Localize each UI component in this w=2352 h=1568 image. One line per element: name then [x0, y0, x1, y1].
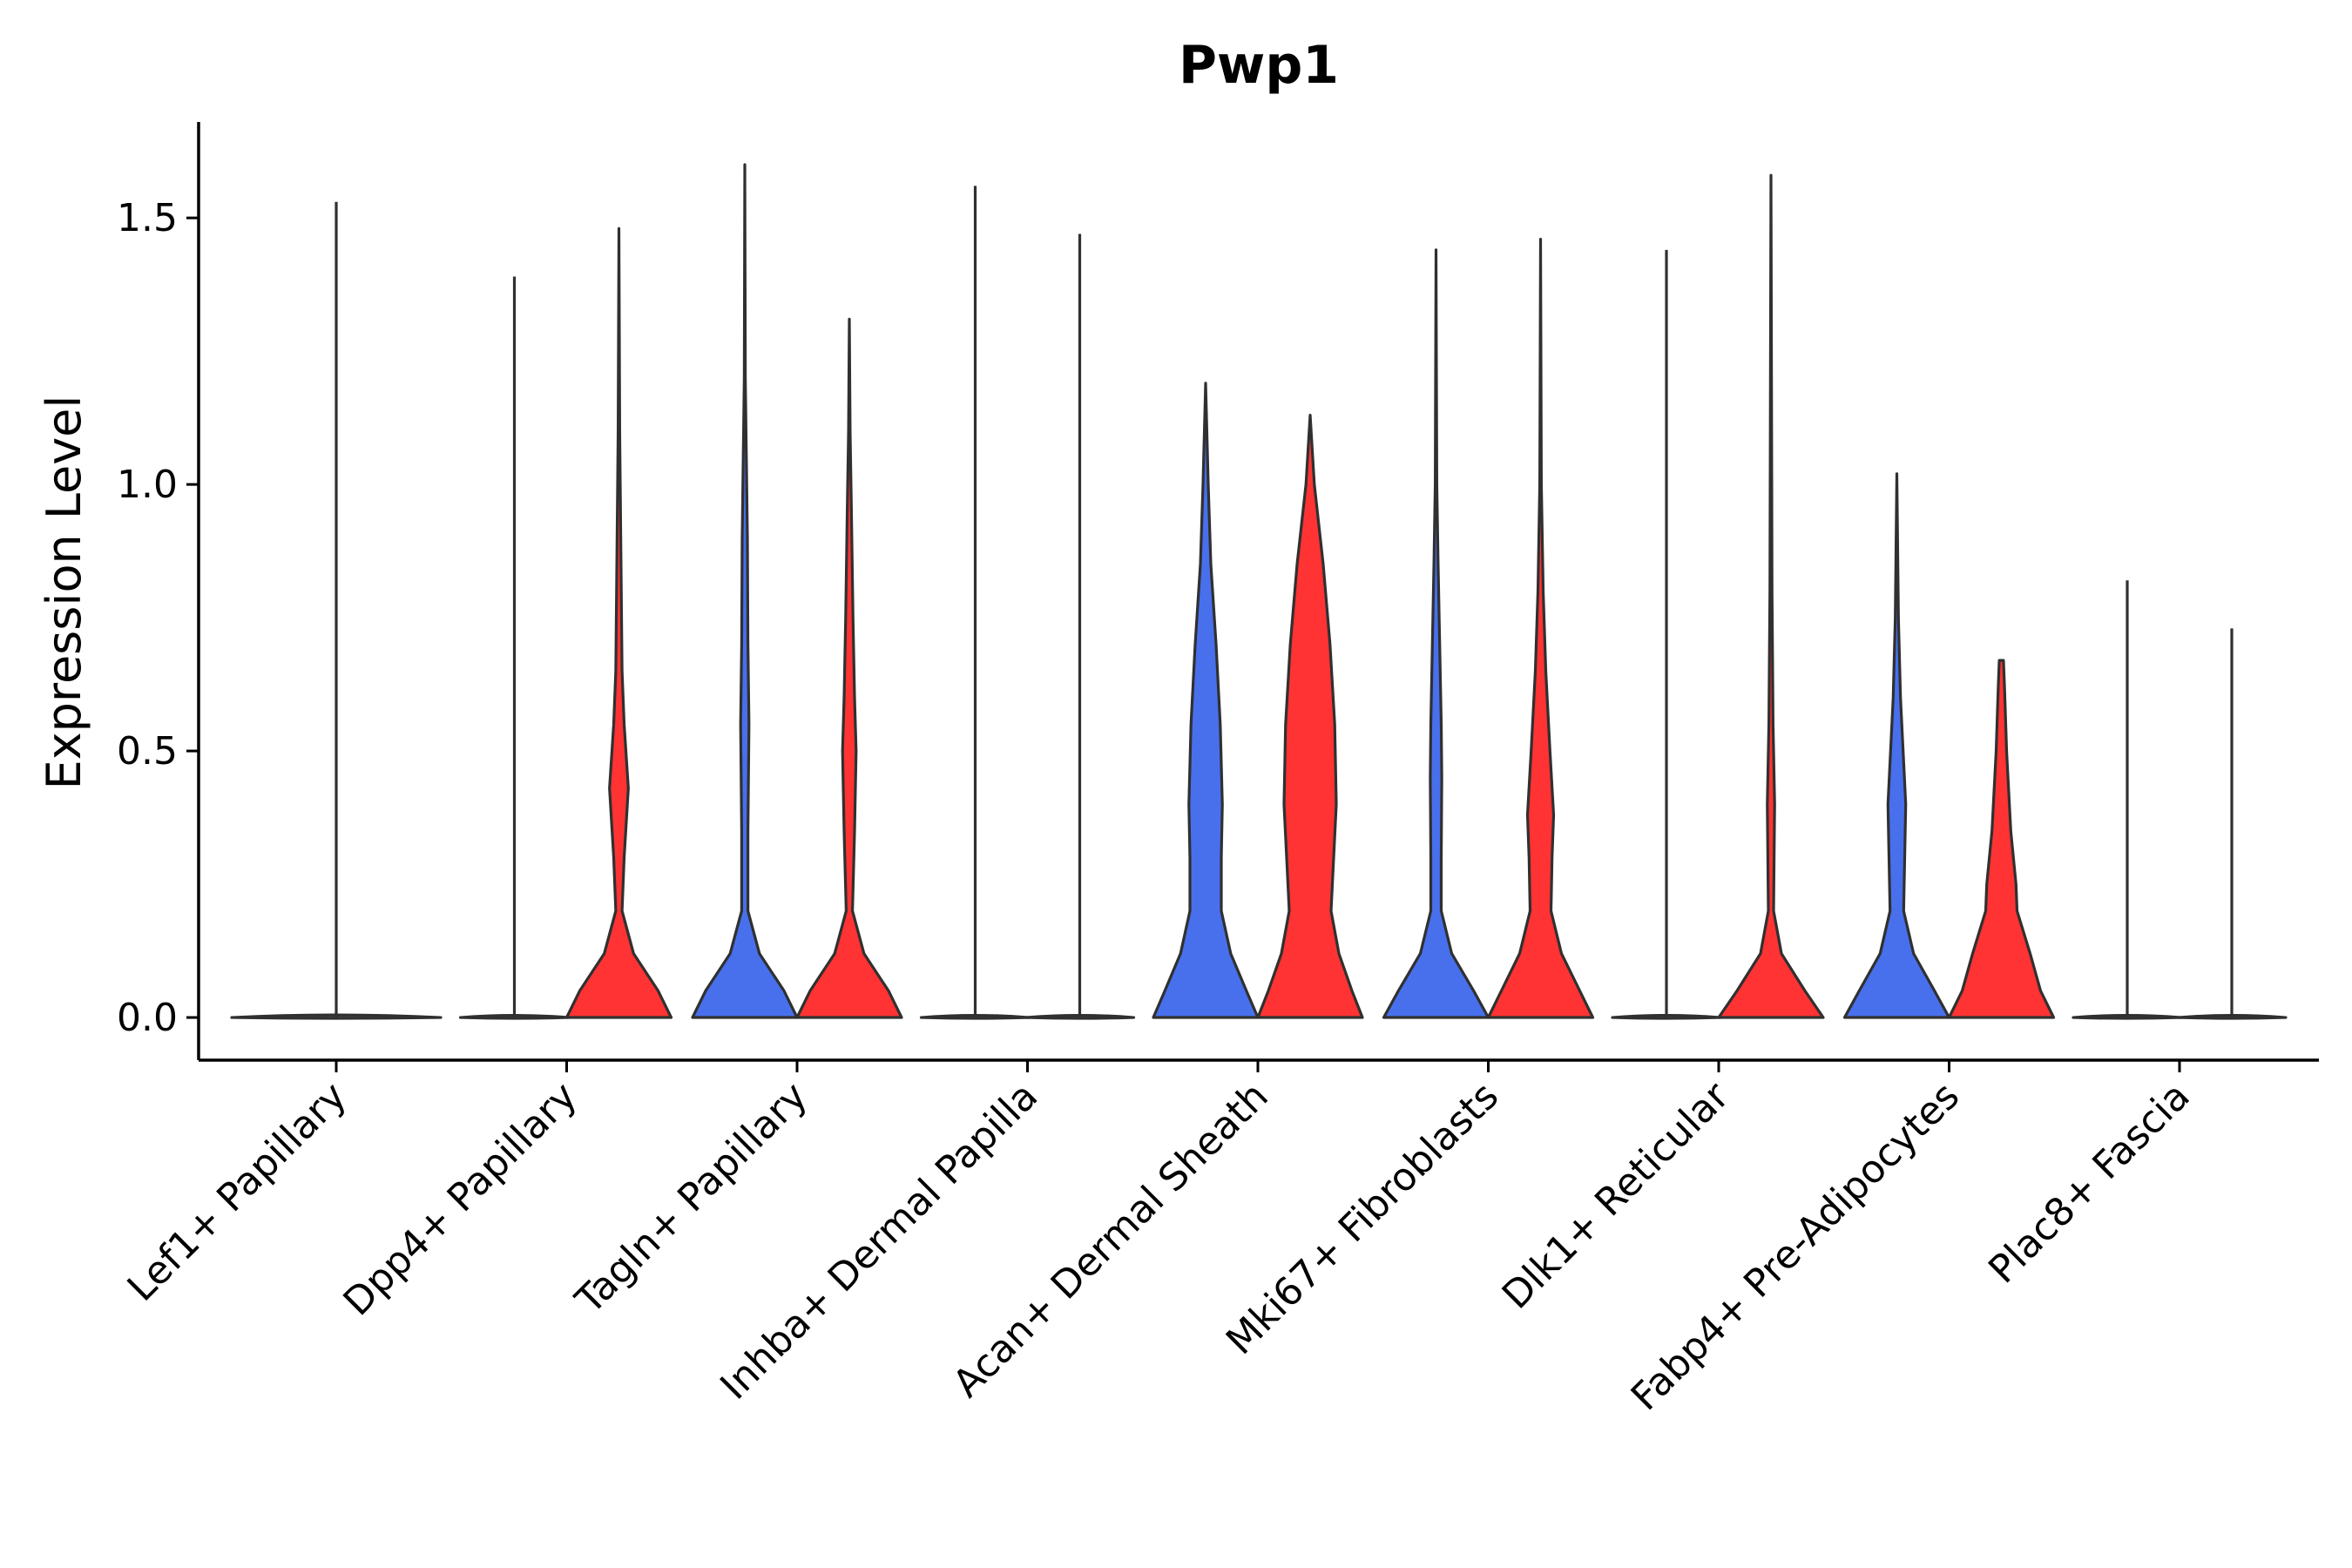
violin-group — [458, 226, 673, 1020]
x-tick-label: Tagln+ Papillary — [567, 1074, 816, 1323]
x-tick-label: Lef1+ Papillary — [119, 1074, 355, 1310]
violin-blue — [1382, 248, 1490, 1019]
y-tick-label: 0.5 — [117, 729, 178, 774]
plot-area — [230, 163, 2288, 1020]
violin-group — [1382, 238, 1595, 1019]
y-tick-label: 0.0 — [117, 996, 178, 1040]
violin-blue — [1152, 382, 1260, 1019]
y-tick-label: 1.5 — [117, 196, 178, 240]
violin-group — [1611, 173, 1825, 1020]
violin-group — [1842, 472, 2056, 1019]
violin-red — [795, 317, 903, 1019]
violin-group — [1152, 382, 1364, 1019]
chart-title: Pwp1 — [1179, 35, 1339, 96]
y-axis-label: Expression Level — [37, 395, 91, 790]
y-axis: 0.0 0.5 1.0 1.5 — [117, 122, 200, 1060]
violin-red — [1256, 414, 1364, 1019]
violin-red — [1486, 238, 1595, 1019]
violin-blue — [1842, 472, 1951, 1019]
violin-blue — [691, 163, 799, 1019]
x-tick-label: Plac8+ Fascia — [1980, 1074, 2199, 1293]
x-tick-label: Dpp4+ Papillary — [335, 1074, 586, 1325]
violin-group — [919, 186, 1136, 1020]
violin-group — [691, 163, 903, 1019]
violin-group — [230, 201, 443, 1020]
y-tick-label: 1.0 — [117, 463, 178, 507]
violin-group — [2072, 580, 2288, 1020]
violin-red — [564, 226, 673, 1019]
violin-red — [1947, 659, 2056, 1019]
x-tick-label: Dlk1+ Reticular — [1494, 1073, 1739, 1318]
violin-red — [1717, 173, 1825, 1019]
